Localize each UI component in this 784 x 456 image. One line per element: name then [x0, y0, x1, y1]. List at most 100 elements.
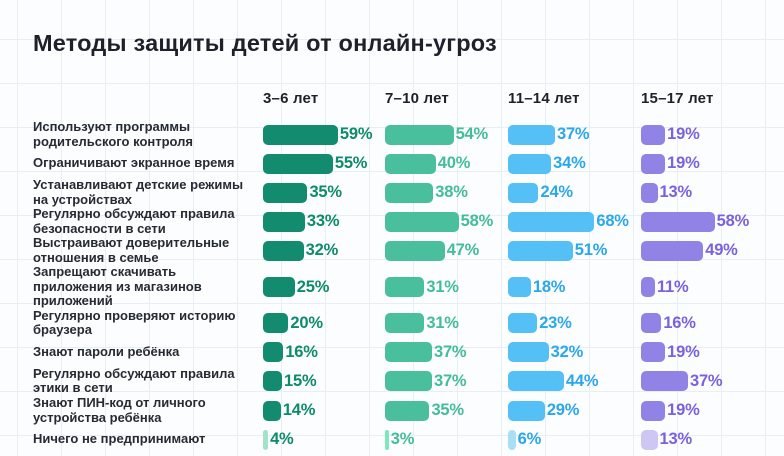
bar-cell: 23%	[508, 313, 641, 334]
bar-cell: 59%	[263, 124, 385, 145]
bar	[385, 342, 432, 363]
bar-value: 33%	[306, 212, 340, 231]
bar-cell: 16%	[263, 342, 385, 363]
bar-cell: 54%	[385, 124, 508, 145]
bar-value: 25%	[296, 277, 330, 296]
bar-value: 13%	[659, 183, 693, 202]
row-label: Знают пароли ребёнка	[33, 344, 180, 360]
bar-cell: 29%	[508, 400, 641, 421]
bar-value: 35%	[431, 401, 464, 420]
bar-value: 16%	[285, 342, 318, 361]
bar-cell: 55%	[263, 153, 385, 174]
bar	[641, 342, 666, 363]
bar	[385, 240, 445, 261]
bar	[508, 342, 549, 363]
bar-cell: 13%	[641, 182, 784, 203]
bar-cell: 4%	[263, 429, 385, 450]
bar-cell: 37%	[641, 371, 784, 392]
bar-cell: 58%	[385, 211, 508, 232]
bar-value: 3%	[390, 430, 415, 449]
bar-cell: 11%	[641, 277, 784, 298]
bar	[641, 211, 715, 232]
bar-value: 19%	[667, 342, 700, 361]
bar-value: 19%	[667, 125, 700, 144]
bar-value: 32%	[550, 342, 584, 361]
bar	[641, 124, 666, 145]
chart-row: Регулярно обсуждают правила безопасности…	[0, 206, 784, 236]
bar	[385, 124, 454, 145]
bar-cell: 47%	[385, 240, 508, 261]
chart-row: Знают пароли ребёнка 16% 37% 32% 19%	[0, 338, 784, 367]
bar-cell: 3%	[385, 429, 508, 450]
bar-cell: 13%	[641, 429, 784, 450]
bar-value: 38%	[435, 183, 468, 202]
bar-value: 58%	[460, 212, 494, 231]
bar-value: 44%	[565, 371, 599, 390]
bar-value: 31%	[426, 313, 459, 332]
bar	[263, 182, 308, 203]
bar-cell: 19%	[641, 124, 784, 145]
bar-value: 37%	[689, 371, 723, 390]
bar-cell: 18%	[508, 277, 641, 298]
bar-cell: 19%	[641, 153, 784, 174]
bar	[263, 124, 338, 145]
chart-row: Используют программы родительского контр…	[0, 119, 784, 149]
bar	[385, 429, 389, 450]
bar	[508, 313, 538, 334]
row-label: Регулярно проверяют историю браузера	[33, 307, 236, 338]
bar-value: 16%	[663, 313, 696, 332]
bar	[385, 153, 436, 174]
bar	[263, 277, 295, 298]
bar	[385, 277, 425, 298]
bar-value: 29%	[546, 401, 580, 420]
bar-cell: 25%	[263, 277, 385, 298]
bar-cell: 32%	[263, 240, 385, 261]
bar-value: 47%	[446, 241, 480, 260]
bar-cell: 58%	[641, 211, 784, 232]
bar-cell: 14%	[263, 400, 385, 421]
bar	[508, 124, 555, 145]
bar	[508, 400, 545, 421]
bar	[263, 400, 281, 421]
chart-title: Методы защиты детей от онлайн-угроз	[33, 30, 497, 56]
bar	[641, 429, 658, 450]
bar-value: 20%	[290, 313, 323, 332]
chart-row: Регулярно проверяют историю браузера 20% 3…	[0, 307, 784, 338]
row-label: Выстраивают доверительные отношения в се…	[33, 235, 230, 265]
bar-value: 35%	[309, 183, 342, 202]
bar-value: 31%	[426, 277, 459, 296]
bar-cell: 15%	[263, 371, 385, 392]
bar-value: 23%	[539, 313, 572, 332]
bar-value: 32%	[305, 241, 339, 260]
bar-cell: 33%	[263, 211, 385, 232]
bar	[641, 182, 658, 203]
bar	[385, 313, 425, 334]
row-label: Устанавливают детские режимы на устройст…	[33, 177, 244, 207]
bar-cell: 20%	[263, 313, 385, 334]
bar-cell: 38%	[385, 182, 508, 203]
column-header-age-group-1: 3–6 лет	[263, 90, 319, 107]
bar-value: 55%	[334, 154, 368, 173]
bar-value: 24%	[540, 183, 573, 202]
chart-row: Регулярно обсуждают правила этики в сети…	[0, 365, 784, 396]
chart-rows: Используют программы родительского контр…	[0, 119, 784, 454]
row-label: Запрещают скачивать приложения из магази…	[33, 264, 202, 309]
row-label: Регулярно обсуждают правила этики в сети	[33, 365, 235, 396]
bar-cell: 31%	[385, 313, 508, 334]
bar-value: 15%	[284, 371, 317, 390]
row-label: Регулярно обсуждают правила безопасности…	[33, 206, 235, 236]
bar	[263, 211, 305, 232]
bar-value: 11%	[656, 277, 689, 296]
bar-value: 13%	[659, 430, 693, 449]
bar-value: 34%	[553, 154, 586, 173]
chart-row: Ничего не предпринимают 4% 3% 6% 13%	[0, 425, 784, 454]
bar-value: 68%	[596, 212, 629, 231]
bar-cell: 51%	[508, 240, 641, 261]
bar	[508, 211, 595, 232]
column-header-age-group-3: 11–14 лет	[508, 90, 580, 107]
bar-value: 51%	[574, 241, 608, 260]
bar-value: 14%	[282, 401, 316, 420]
header-spacer	[33, 90, 263, 107]
bar-value: 54%	[455, 125, 489, 144]
bar	[641, 371, 688, 392]
